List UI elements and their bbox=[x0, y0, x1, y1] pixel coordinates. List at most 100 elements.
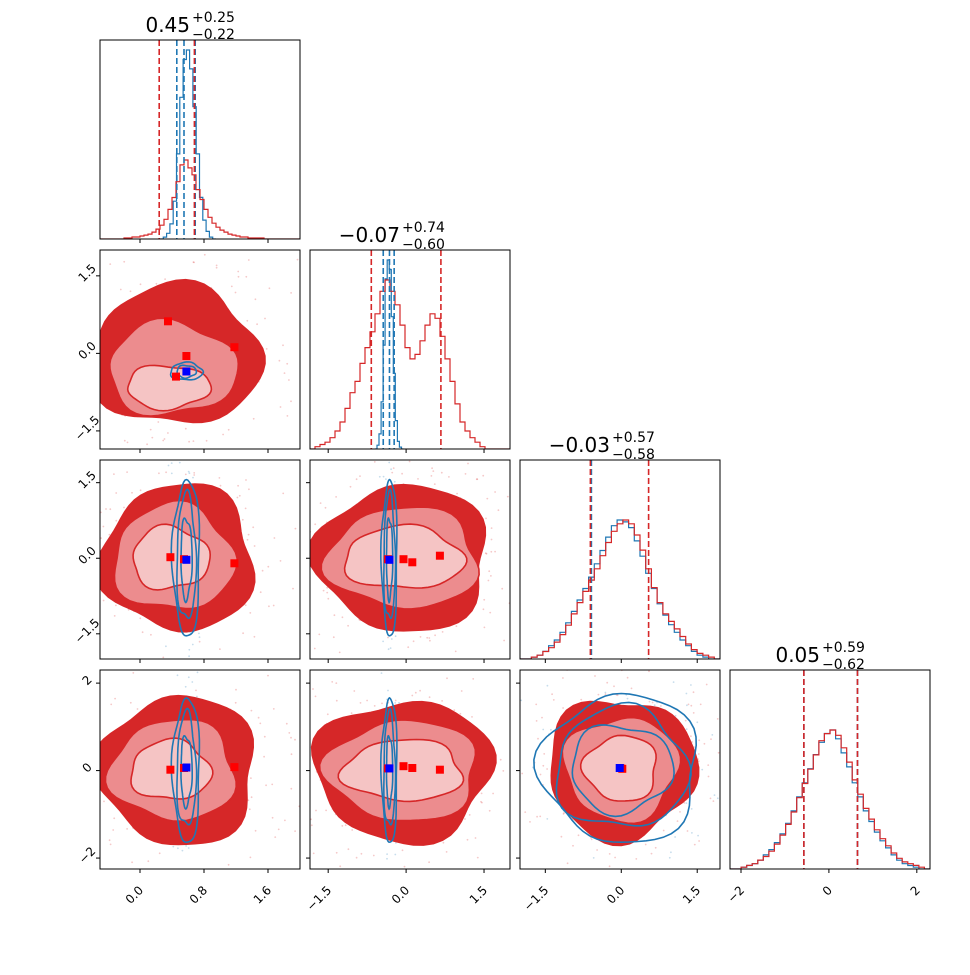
scatter-point-b bbox=[185, 845, 188, 847]
scatter-point-a bbox=[140, 933, 142, 935]
scatter-point-a bbox=[314, 523, 317, 526]
scatter-point-a bbox=[126, 471, 128, 473]
scatter-point-a bbox=[119, 288, 122, 291]
scatter-point-a bbox=[158, 852, 161, 855]
scatter-point-a bbox=[432, 470, 435, 472]
scatter-point-a bbox=[472, 678, 475, 680]
panel-title-plus: +0.57 bbox=[612, 430, 655, 446]
scatter-point-a bbox=[302, 806, 304, 808]
scatter-point-a bbox=[543, 753, 546, 755]
scatter-point-a bbox=[246, 319, 249, 322]
x-tick-label: 0.0 bbox=[389, 883, 412, 906]
scatter-point-a bbox=[56, 266, 58, 268]
scatter-point-a bbox=[286, 456, 288, 458]
scatter-point-a bbox=[142, 182, 144, 184]
scatter-point-a bbox=[546, 768, 548, 770]
scatter-point-a bbox=[248, 488, 250, 491]
scatter-point-a bbox=[648, 700, 651, 703]
scatter-point-a bbox=[289, 478, 291, 480]
scatter-point-a bbox=[503, 705, 505, 707]
scatter-point-a bbox=[60, 598, 62, 600]
scatter-point-a bbox=[310, 818, 312, 821]
scatter-point-a bbox=[118, 878, 120, 880]
scatter-point-a bbox=[184, 462, 186, 464]
scatter-point-a bbox=[256, 323, 258, 326]
panel-title-median: −0.03 bbox=[549, 433, 610, 457]
x-tick-label: 0.8 bbox=[187, 883, 210, 906]
scatter-point-a bbox=[247, 259, 250, 261]
scatter-point-a bbox=[335, 496, 337, 498]
truth-marker-b bbox=[182, 555, 191, 564]
scatter-point-b bbox=[172, 845, 175, 848]
scatter-point-a bbox=[372, 854, 375, 857]
scatter-point-a bbox=[272, 708, 275, 710]
scatter-point-b bbox=[170, 472, 173, 475]
truth-marker-a bbox=[435, 551, 444, 560]
scatter-point-a bbox=[62, 244, 64, 246]
scatter-point-a bbox=[82, 841, 84, 843]
scatter-point-a bbox=[276, 803, 278, 805]
scatter-point-a bbox=[596, 849, 598, 851]
scatter-point-b bbox=[604, 691, 607, 694]
scatter-point-a bbox=[539, 773, 542, 776]
scatter-point-a bbox=[597, 693, 600, 696]
scatter-point-a bbox=[319, 502, 322, 504]
scatter-point-b bbox=[653, 704, 656, 707]
scatter-point-b bbox=[732, 738, 734, 740]
scatter-point-a bbox=[302, 734, 304, 736]
scatter-point-a bbox=[27, 804, 29, 806]
scatter-point-a bbox=[284, 819, 286, 822]
scatter-point-a bbox=[425, 887, 427, 889]
scatter-point-a bbox=[560, 835, 563, 838]
histogram-a bbox=[100, 159, 300, 239]
scatter-point-a bbox=[234, 701, 237, 704]
scatter-point-a bbox=[93, 372, 95, 374]
scatter-point-a bbox=[690, 735, 692, 738]
scatter-point-a bbox=[108, 839, 111, 842]
scatter-point-a bbox=[227, 863, 230, 866]
scatter-point-b bbox=[381, 875, 383, 877]
scatter-point-a bbox=[467, 462, 469, 465]
scatter-point-a bbox=[91, 721, 93, 723]
x-tick-label: −2 bbox=[725, 883, 747, 905]
y-tick-label: −1.5 bbox=[72, 616, 103, 647]
y-tick-label: 0.0 bbox=[75, 339, 98, 362]
scatter-point-a bbox=[431, 467, 433, 470]
scatter-point-a bbox=[339, 865, 342, 868]
scatter-point-a bbox=[488, 570, 491, 573]
panel-frame bbox=[729, 669, 931, 870]
scatter-point-a bbox=[411, 694, 414, 697]
scatter-point-a bbox=[228, 662, 230, 664]
contour-level-b bbox=[176, 488, 198, 620]
scatter-point-a bbox=[640, 648, 642, 650]
scatter-point-a bbox=[139, 617, 142, 620]
scatter-point-a bbox=[347, 624, 349, 627]
x-tick-label: 1.6 bbox=[251, 883, 274, 906]
scatter-point-a bbox=[192, 194, 194, 196]
scatter-point-a bbox=[94, 542, 96, 544]
scatter-point-a bbox=[146, 443, 149, 446]
scatter-point-a bbox=[41, 742, 43, 744]
scatter-point-a bbox=[401, 472, 403, 475]
scatter-point-a bbox=[419, 636, 422, 638]
scatter-point-a bbox=[608, 865, 611, 868]
scatter-point-a bbox=[388, 667, 390, 669]
scatter-point-a bbox=[252, 526, 255, 529]
scatter-point-a bbox=[288, 379, 290, 381]
scatter-point-a bbox=[360, 852, 363, 855]
truth-marker-a bbox=[230, 559, 239, 568]
scatter-point-a bbox=[690, 704, 693, 707]
scatter-point-a bbox=[253, 545, 256, 547]
scatter-point-a bbox=[707, 775, 710, 778]
scatter-point-a bbox=[749, 720, 751, 722]
scatter-point-a bbox=[192, 261, 195, 263]
scatter-point-a bbox=[259, 591, 262, 594]
truth-marker-b bbox=[182, 763, 191, 772]
scatter-point-a bbox=[542, 764, 545, 767]
scatter-point-a bbox=[660, 705, 662, 707]
contour-level-b bbox=[169, 361, 205, 381]
scatter-point-a bbox=[205, 444, 207, 446]
y-tick-label: 2 bbox=[80, 673, 95, 688]
panel-title-median: 0.45 bbox=[145, 13, 190, 37]
scatter-point-a bbox=[248, 808, 251, 811]
